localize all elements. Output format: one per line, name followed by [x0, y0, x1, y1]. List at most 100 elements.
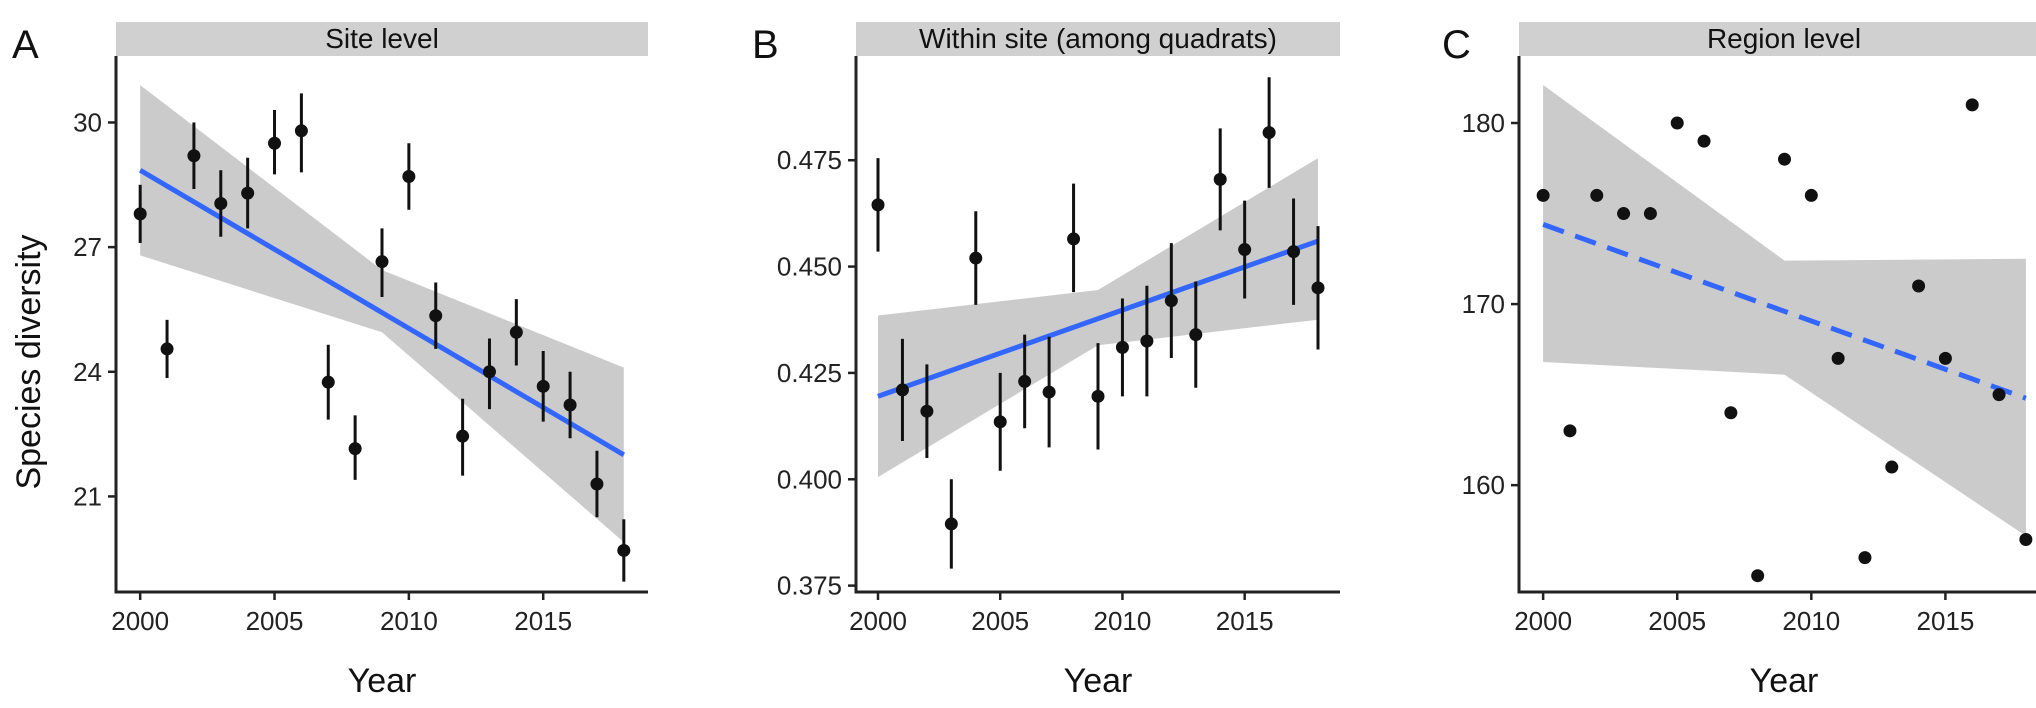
data-point	[1590, 188, 1604, 202]
y-tick-label: 0.475	[777, 145, 842, 175]
x-tick-label: 2015	[1916, 606, 1974, 636]
x-tick-label: 2015	[1216, 606, 1274, 636]
x-tick-label: 2005	[1648, 606, 1706, 636]
data-point	[1311, 281, 1325, 295]
data-point	[993, 415, 1007, 429]
data-point	[1670, 116, 1684, 130]
y-tick-label: 0.375	[777, 571, 842, 601]
data-point	[1287, 245, 1301, 259]
panel-tag-b: B	[752, 23, 779, 67]
y-tick-label: 0.425	[777, 358, 842, 388]
data-point	[160, 342, 174, 356]
panel-tag-a: A	[12, 23, 39, 67]
data-point	[268, 136, 282, 150]
data-point	[1751, 569, 1765, 583]
strip-background	[116, 22, 648, 56]
x-tick-label: 2005	[971, 606, 1029, 636]
data-point	[1992, 388, 2006, 402]
data-point	[969, 251, 983, 265]
data-point	[871, 198, 885, 212]
x-tick-label: 2010	[1782, 606, 1840, 636]
y-axis-title: Species diversity	[10, 234, 48, 489]
data-point	[1018, 374, 1032, 388]
data-point	[1213, 172, 1227, 186]
data-point	[1831, 351, 1845, 365]
panel-title: Site level	[325, 23, 439, 54]
y-tick-label: 24	[73, 357, 102, 387]
data-point	[456, 429, 470, 443]
data-point	[241, 186, 255, 200]
x-tick-label: 2010	[380, 606, 438, 636]
x-tick-label: 2000	[111, 606, 169, 636]
x-tick-label: 2010	[1094, 606, 1152, 636]
panel-tag-c: C	[1442, 23, 1471, 67]
data-point	[1643, 207, 1657, 221]
data-point	[482, 365, 496, 379]
data-point	[1697, 134, 1711, 148]
data-point	[1536, 188, 1550, 202]
data-point	[187, 149, 201, 163]
y-tick-label: 21	[73, 481, 102, 511]
fit-line	[138, 168, 626, 458]
data-point	[1938, 351, 1952, 365]
data-point	[1262, 126, 1276, 140]
y-tick-label: 27	[73, 232, 102, 262]
data-point	[1885, 460, 1899, 474]
data-point	[1912, 279, 1926, 293]
x-axis-title: Year	[1064, 662, 1133, 700]
data-point	[294, 124, 308, 138]
panel-a: A Site level Year Species diversity 2000…	[10, 22, 648, 700]
data-point	[1238, 243, 1252, 257]
data-point	[895, 383, 909, 397]
data-point	[1563, 424, 1577, 438]
y-tick-label: 0.450	[777, 252, 842, 282]
panel-c: C Region level Year 2000 2005 2010 2015 160 1…	[1442, 22, 2036, 700]
data-point	[1617, 207, 1631, 221]
data-point	[536, 379, 550, 393]
data-point	[348, 442, 362, 456]
data-point	[429, 309, 443, 323]
data-point	[1067, 232, 1081, 246]
data-point	[1778, 152, 1791, 166]
data-point	[1140, 334, 1154, 348]
data-point	[590, 477, 604, 491]
y-tick-label: 160	[1462, 470, 1505, 500]
y-tick-label: 170	[1462, 289, 1505, 319]
x-tick-label: 2000	[849, 606, 907, 636]
y-tick-label: 0.400	[777, 464, 842, 494]
data-point	[1804, 188, 1818, 202]
x-tick-label: 2005	[246, 606, 304, 636]
data-point	[617, 543, 631, 557]
data-point	[509, 325, 523, 339]
data-point	[563, 398, 577, 412]
data-point	[1724, 406, 1738, 420]
strip-background	[1519, 22, 2036, 56]
data-point	[1115, 340, 1129, 354]
y-tick-label: 30	[73, 107, 102, 137]
fit-line	[1542, 222, 2027, 401]
data-point	[2019, 532, 2033, 546]
panel-title: Region level	[1707, 23, 1861, 54]
data-point	[1189, 328, 1203, 342]
x-tick-label: 2000	[1514, 606, 1572, 636]
strip-background	[856, 22, 1340, 56]
data-point	[920, 404, 934, 418]
data-point	[375, 255, 389, 269]
y-tick-label: 180	[1462, 108, 1505, 138]
x-axis-title: Year	[348, 662, 417, 700]
data-point	[1965, 98, 1979, 112]
panel-title: Within site (among quadrats)	[919, 23, 1277, 54]
data-point	[1164, 294, 1178, 308]
data-point	[1091, 389, 1105, 403]
data-point	[214, 197, 228, 211]
data-point	[1858, 551, 1872, 565]
data-point	[321, 375, 335, 389]
x-tick-label: 2015	[514, 606, 572, 636]
x-axis-title: Year	[1750, 662, 1819, 700]
data-point	[133, 207, 147, 221]
data-point	[402, 169, 416, 183]
panel-b: B Within site (among quadrats) Year 2000…	[752, 22, 1340, 700]
data-point	[1042, 385, 1056, 399]
data-point	[944, 517, 958, 531]
